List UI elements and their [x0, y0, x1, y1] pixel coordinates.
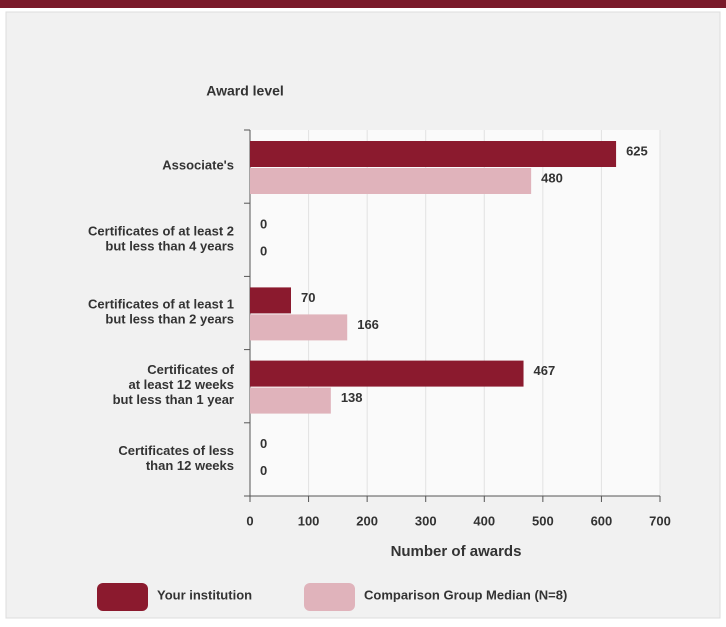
x-tick-label: 300: [415, 513, 437, 528]
x-tick-label: 600: [591, 513, 613, 528]
x-tick-label: 100: [298, 513, 320, 528]
value-label: 0: [260, 463, 267, 478]
value-label: 70: [301, 290, 315, 305]
y-tick-label: Certificates of less than 12 weeks: [118, 443, 234, 473]
legend-label: Your institution: [157, 587, 252, 602]
bar: [250, 314, 348, 341]
legend-swatch: [97, 583, 148, 611]
value-label: 166: [357, 317, 379, 332]
x-tick-label: 200: [356, 513, 378, 528]
bar: [250, 360, 524, 387]
value-label: 0: [260, 217, 267, 232]
x-tick-label: 400: [473, 513, 495, 528]
bar: [250, 168, 532, 194]
value-label: 480: [541, 170, 563, 185]
y-tick-label: Certificates of at least 12 weeks but less…: [113, 363, 235, 408]
x-tick-label: 0: [246, 513, 253, 528]
value-label: 467: [534, 363, 556, 378]
legend-label: Comparison Group Median (N=8): [364, 587, 567, 602]
y-tick-label: Associate's: [162, 158, 234, 173]
value-label: 625: [626, 143, 648, 158]
bar: [250, 141, 617, 167]
top-band: [0, 0, 726, 8]
value-label: 0: [260, 436, 267, 451]
x-axis-label: Number of awards: [391, 543, 522, 560]
chart-title: Award level: [206, 83, 284, 99]
bar: [250, 387, 331, 414]
value-label: 0: [260, 244, 267, 259]
y-tick-label: Certificates of at least 2 but less than …: [88, 224, 234, 254]
y-tick-label: Certificates of at least 1 but less than …: [88, 297, 234, 327]
value-label: 138: [341, 390, 363, 405]
x-tick-label: 500: [532, 513, 554, 528]
legend-swatch: [304, 583, 355, 611]
x-tick-label: 700: [649, 513, 671, 528]
bar: [250, 287, 291, 314]
